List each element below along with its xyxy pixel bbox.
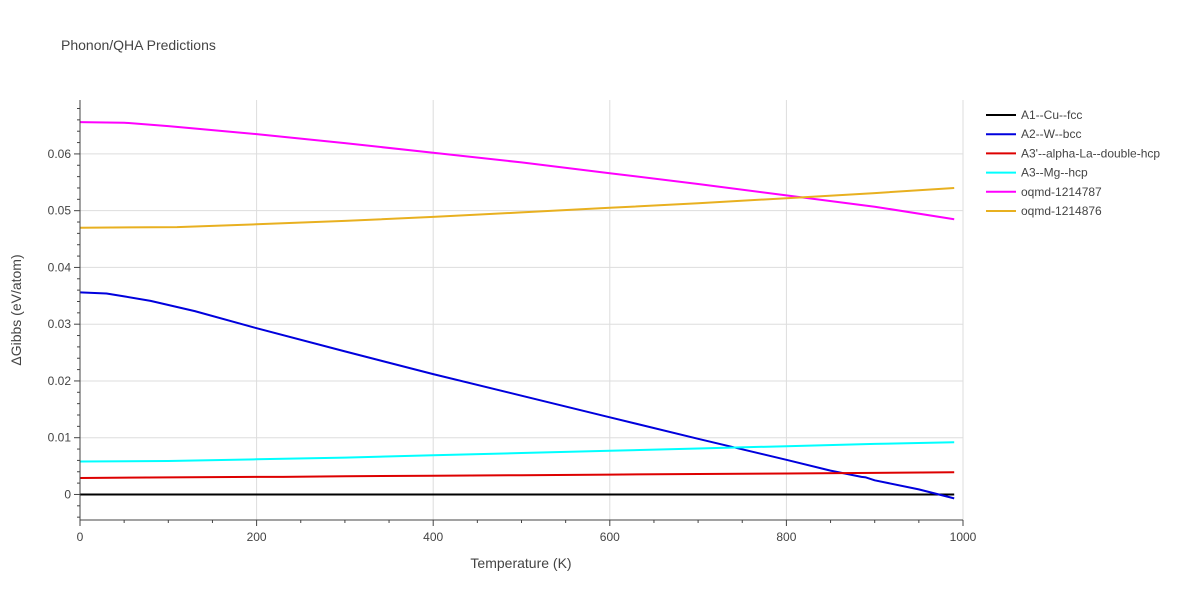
y-tick-label: 0.01 — [48, 431, 72, 445]
series-line-3[interactable] — [79, 471, 955, 479]
y-tick-label: 0.05 — [48, 204, 72, 218]
y-axis-label: ΔGibbs (eV/atom) — [8, 254, 24, 365]
grid — [80, 100, 964, 520]
legend-label: A2--W--bcc — [1021, 127, 1081, 141]
legend-label: A3'--alpha-La--double-hcp — [1021, 146, 1160, 160]
series-line-6[interactable] — [79, 187, 955, 229]
y-tick-label: 0 — [64, 487, 71, 501]
legend-label: oqmd-1214787 — [1021, 185, 1102, 199]
x-axis-label: Temperature (K) — [470, 555, 571, 571]
x-tick-label: 200 — [247, 530, 267, 544]
legend-label: A1--Cu--fcc — [1021, 108, 1082, 122]
legend-item[interactable]: A3--Mg--hcp — [986, 166, 1088, 180]
x-tick-label: 800 — [776, 530, 796, 544]
legend-item[interactable]: oqmd-1214787 — [986, 185, 1102, 199]
series-line-2[interactable] — [79, 291, 955, 500]
series-line-4[interactable] — [79, 441, 955, 463]
series-line-5[interactable] — [79, 121, 955, 221]
y-tick-label: 0.04 — [48, 260, 72, 274]
legend-item[interactable]: A1--Cu--fcc — [986, 108, 1082, 122]
axes: 0 200 400 600 800 1000 0 0.01 0.02 0.03 0.04 0.05 0.… — [48, 100, 977, 544]
y-tick-label: 0.03 — [48, 317, 72, 331]
legend-label: oqmd-1214876 — [1021, 204, 1102, 218]
legend[interactable]: A1--Cu--fcc A2--W--bcc A3'--alpha-La--doub… — [986, 108, 1160, 218]
y-tick-label: 0.06 — [48, 147, 72, 161]
legend-item[interactable]: A3'--alpha-La--double-hcp — [986, 146, 1160, 160]
x-tick-label: 400 — [423, 530, 443, 544]
x-tick-label: 600 — [600, 530, 620, 544]
legend-item[interactable]: oqmd-1214876 — [986, 204, 1102, 218]
chart-title: Phonon/QHA Predictions — [61, 37, 216, 53]
x-tick-label: 1000 — [950, 530, 977, 544]
legend-label: A3--Mg--hcp — [1021, 166, 1088, 180]
x-tick-label: 0 — [77, 530, 84, 544]
legend-item[interactable]: A2--W--bcc — [986, 127, 1081, 141]
plot-area[interactable] — [79, 121, 955, 500]
y-tick-label: 0.02 — [48, 374, 72, 388]
